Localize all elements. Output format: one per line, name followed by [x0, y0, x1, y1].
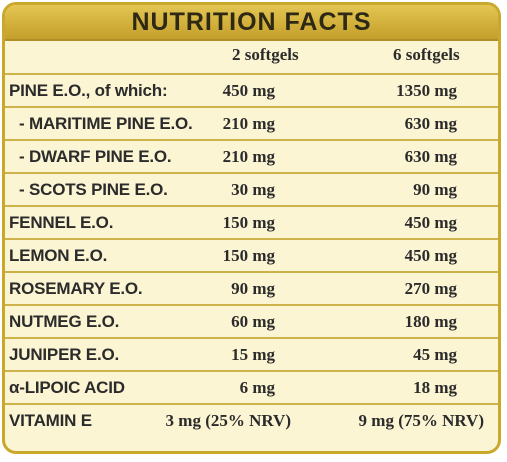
table-row: NUTMEG E.O. 60 mg 180 mg [5, 304, 498, 337]
nutrient-name: ROSEMARY E.O. [9, 279, 143, 298]
nutrient-name: α-LIPOIC ACID [9, 378, 125, 397]
table-row: - MARITIME PINE E.O. 210 mg 630 mg [5, 106, 498, 139]
amount-2-softgels: 210 mg [222, 114, 275, 133]
table-row: ROSEMARY E.O. 90 mg 270 mg [5, 271, 498, 304]
amount-2-softgels: 6 mg [239, 378, 275, 397]
amount-2-softgels: 15 mg [231, 345, 275, 364]
column-header-6-softgels: 6 softgels [393, 45, 460, 64]
amount-2-softgels: 150 mg [222, 213, 275, 232]
amount-6-softgels: 270 mg [404, 279, 457, 298]
amount-6-softgels: 90 mg [413, 180, 457, 199]
amount-2-softgels: 450 mg [222, 81, 275, 100]
nutrient-name: FENNEL E.O. [9, 213, 114, 232]
amount-6-softgels: 450 mg [404, 213, 457, 232]
column-header-row: 2 softgels 6 softgels [5, 40, 498, 72]
panel-title: NUTRITION FACTS [131, 7, 372, 36]
nutrient-name: - SCOTS PINE E.O. [19, 180, 168, 199]
nutrient-name: - DWARF PINE E.O. [19, 147, 172, 166]
table-row: α-LIPOIC ACID 6 mg 18 mg [5, 370, 498, 403]
table-row: LEMON E.O. 150 mg 450 mg [5, 238, 498, 271]
table-row: - SCOTS PINE E.O. 30 mg 90 mg [5, 172, 498, 205]
nutrient-name: NUTMEG E.O. [9, 312, 120, 331]
nutrient-name: PINE E.O., of which: [9, 81, 168, 100]
nutrient-name: VITAMIN E [9, 411, 92, 430]
amount-2-softgels: 30 mg [231, 180, 275, 199]
amount-6-softgels: 18 mg [413, 378, 457, 397]
nutrient-name: - MARITIME PINE E.O. [19, 114, 193, 133]
title-bar: NUTRITION FACTS [5, 5, 498, 41]
amount-2-softgels: 3 mg (25% NRV) [165, 411, 291, 430]
amount-6-softgels: 450 mg [404, 246, 457, 265]
amount-6-softgels: 180 mg [404, 312, 457, 331]
nutrition-facts-panel: NUTRITION FACTS 2 softgels 6 softgels PI… [2, 2, 501, 454]
amount-6-softgels: 45 mg [413, 345, 457, 364]
nutrient-table: PINE E.O., of which: 450 mg 1350 mg - MARIT… [5, 73, 498, 436]
nutrient-name: JUNIPER E.O. [9, 345, 120, 364]
table-row: PINE E.O., of which: 450 mg 1350 mg [5, 73, 498, 106]
table-row: VITAMIN E 3 mg (25% NRV) 9 mg (75% NRV) [5, 403, 498, 436]
amount-6-softgels: 630 mg [404, 114, 457, 133]
amount-2-softgels: 210 mg [222, 147, 275, 166]
table-row: FENNEL E.O. 150 mg 450 mg [5, 205, 498, 238]
table-row: JUNIPER E.O. 15 mg 45 mg [5, 337, 498, 370]
amount-2-softgels: 60 mg [231, 312, 275, 331]
table-row: - DWARF PINE E.O. 210 mg 630 mg [5, 139, 498, 172]
nutrient-name: LEMON E.O. [9, 246, 108, 265]
amount-6-softgels: 9 mg (75% NRV) [358, 411, 484, 430]
amount-6-softgels: 630 mg [404, 147, 457, 166]
amount-6-softgels: 1350 mg [396, 81, 457, 100]
amount-2-softgels: 150 mg [222, 246, 275, 265]
column-header-2-softgels: 2 softgels [232, 45, 299, 64]
amount-2-softgels: 90 mg [231, 279, 275, 298]
